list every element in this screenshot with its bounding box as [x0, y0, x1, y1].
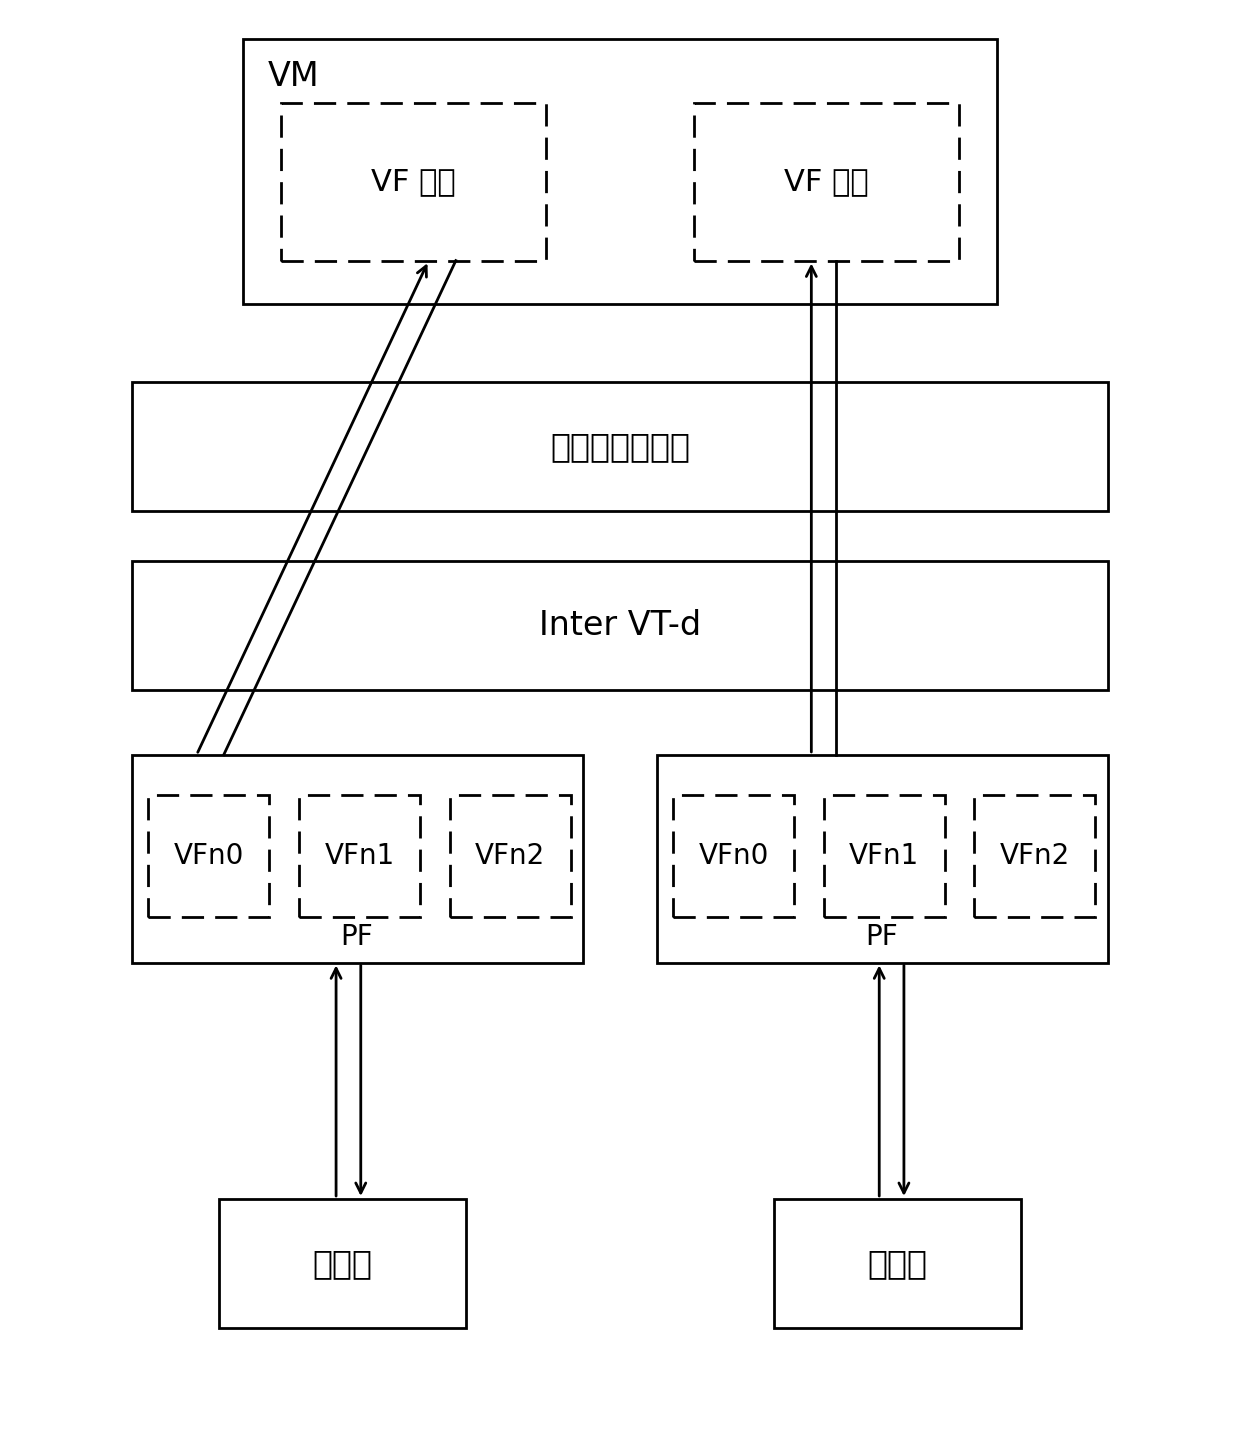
Text: VFn2: VFn2: [999, 841, 1070, 870]
Bar: [975, 795, 1095, 916]
Text: 客户端: 客户端: [312, 1247, 372, 1280]
Text: 服务器: 服务器: [868, 1247, 928, 1280]
Text: 虚拟机管理模块: 虚拟机管理模块: [551, 430, 689, 463]
Bar: [450, 795, 570, 916]
Bar: [694, 104, 960, 260]
Bar: [280, 104, 546, 260]
Bar: [673, 795, 794, 916]
Text: VFn0: VFn0: [174, 841, 244, 870]
Text: VFn1: VFn1: [325, 841, 394, 870]
Text: VFn1: VFn1: [849, 841, 919, 870]
Text: VFn0: VFn0: [698, 841, 769, 870]
Text: Inter VT-d: Inter VT-d: [539, 610, 701, 643]
Bar: [149, 795, 269, 916]
Bar: [133, 755, 583, 962]
Text: VF 驱动: VF 驱动: [371, 167, 455, 197]
Text: VM: VM: [268, 60, 320, 93]
Bar: [774, 1199, 1022, 1327]
Bar: [823, 795, 945, 916]
Text: PF: PF: [866, 923, 898, 951]
Bar: [243, 39, 997, 303]
Text: VFn2: VFn2: [475, 841, 546, 870]
Text: VF 驱动: VF 驱动: [785, 167, 869, 197]
Text: PF: PF: [341, 923, 373, 951]
Bar: [133, 561, 1107, 690]
Bar: [657, 755, 1107, 962]
Bar: [299, 795, 420, 916]
Bar: [218, 1199, 466, 1327]
Bar: [133, 383, 1107, 512]
